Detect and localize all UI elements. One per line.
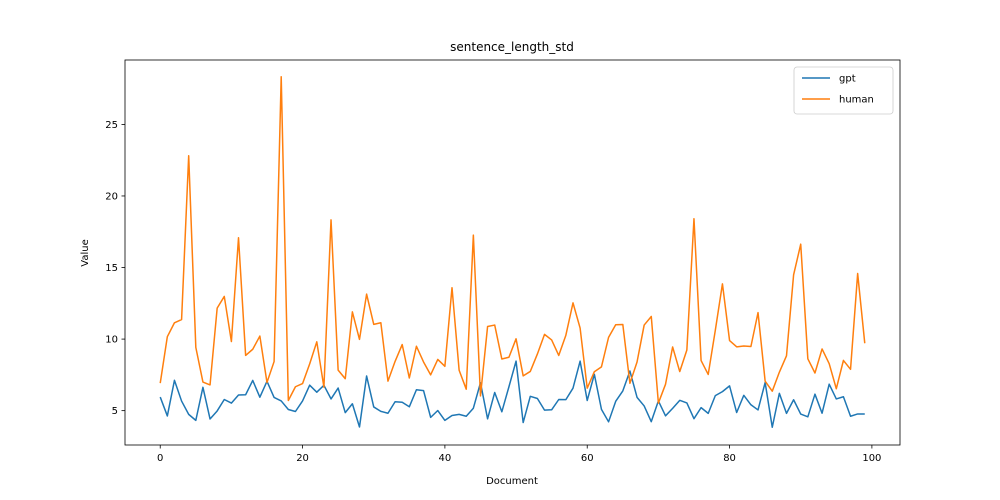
x-tick-label: 100 <box>862 453 881 464</box>
plot-frame <box>124 59 901 446</box>
y-tick-label: 5 <box>112 406 118 417</box>
y-tick-label: 15 <box>105 263 118 274</box>
y-axis-label: Value <box>80 239 91 266</box>
x-axis: 0 20 40 60 80 100 <box>157 445 881 464</box>
series-line-gpt <box>159 360 865 428</box>
x-tick-label: 80 <box>723 453 736 464</box>
legend: gpt human <box>793 66 894 115</box>
x-tick-label: 40 <box>439 453 452 464</box>
series-layer <box>159 76 866 428</box>
series-line-human <box>159 76 866 404</box>
x-tick-label: 0 <box>157 453 163 464</box>
y-tick-label: 25 <box>105 120 118 131</box>
legend-label-gpt: gpt <box>839 74 856 85</box>
chart-title: sentence_length_std <box>450 40 574 54</box>
legend-label-human: human <box>839 95 874 106</box>
x-tick-label: 60 <box>581 453 594 464</box>
x-tick-label: 20 <box>296 453 309 464</box>
y-tick-label: 10 <box>105 335 118 346</box>
x-axis-label: Document <box>486 476 538 487</box>
y-axis: 5 10 15 20 25 <box>105 120 125 417</box>
y-tick-label: 20 <box>105 191 118 202</box>
